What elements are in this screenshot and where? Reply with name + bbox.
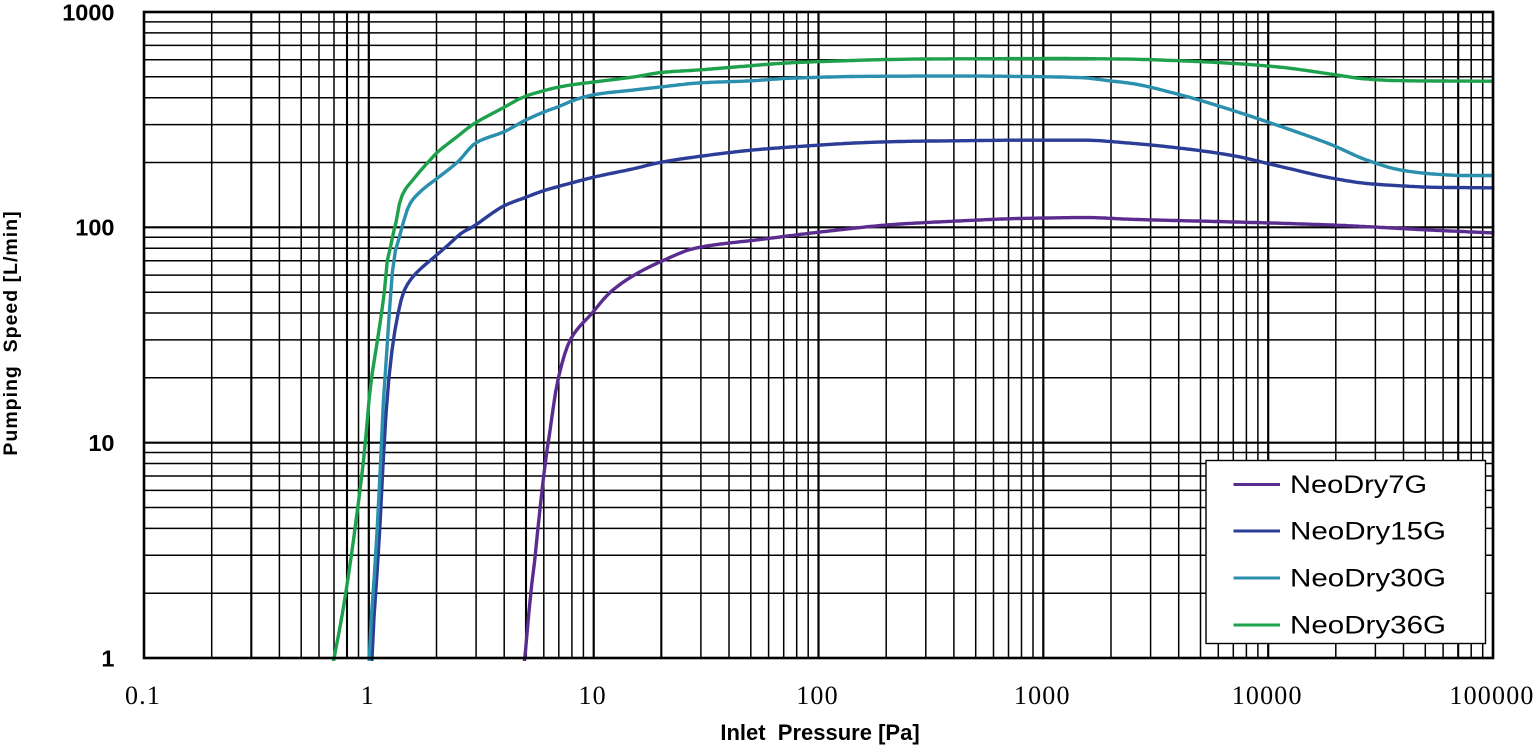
svg-text:1: 1 <box>101 645 114 671</box>
svg-text:NeoDry30G: NeoDry30G <box>1290 565 1446 593</box>
svg-text:0.1: 0.1 <box>125 681 161 710</box>
svg-text:1000: 1000 <box>1014 681 1071 710</box>
svg-text:10: 10 <box>578 681 606 710</box>
svg-text:100000: 100000 <box>1449 681 1534 710</box>
svg-text:10: 10 <box>88 430 114 456</box>
svg-text:Inlet Pressure [Pa]: Inlet Pressure [Pa] <box>720 720 919 745</box>
svg-text:NeoDry7G: NeoDry7G <box>1290 471 1427 499</box>
svg-text:100: 100 <box>75 215 114 241</box>
svg-text:10000: 10000 <box>1232 681 1303 710</box>
svg-text:NeoDry36G: NeoDry36G <box>1290 612 1446 640</box>
svg-text:1: 1 <box>361 681 375 710</box>
svg-text:100: 100 <box>796 681 839 710</box>
svg-text:Pumping Speed [L/min]: Pumping Speed [L/min] <box>0 210 22 455</box>
svg-text:NeoDry15G: NeoDry15G <box>1290 518 1446 546</box>
svg-text:1000: 1000 <box>62 0 114 25</box>
